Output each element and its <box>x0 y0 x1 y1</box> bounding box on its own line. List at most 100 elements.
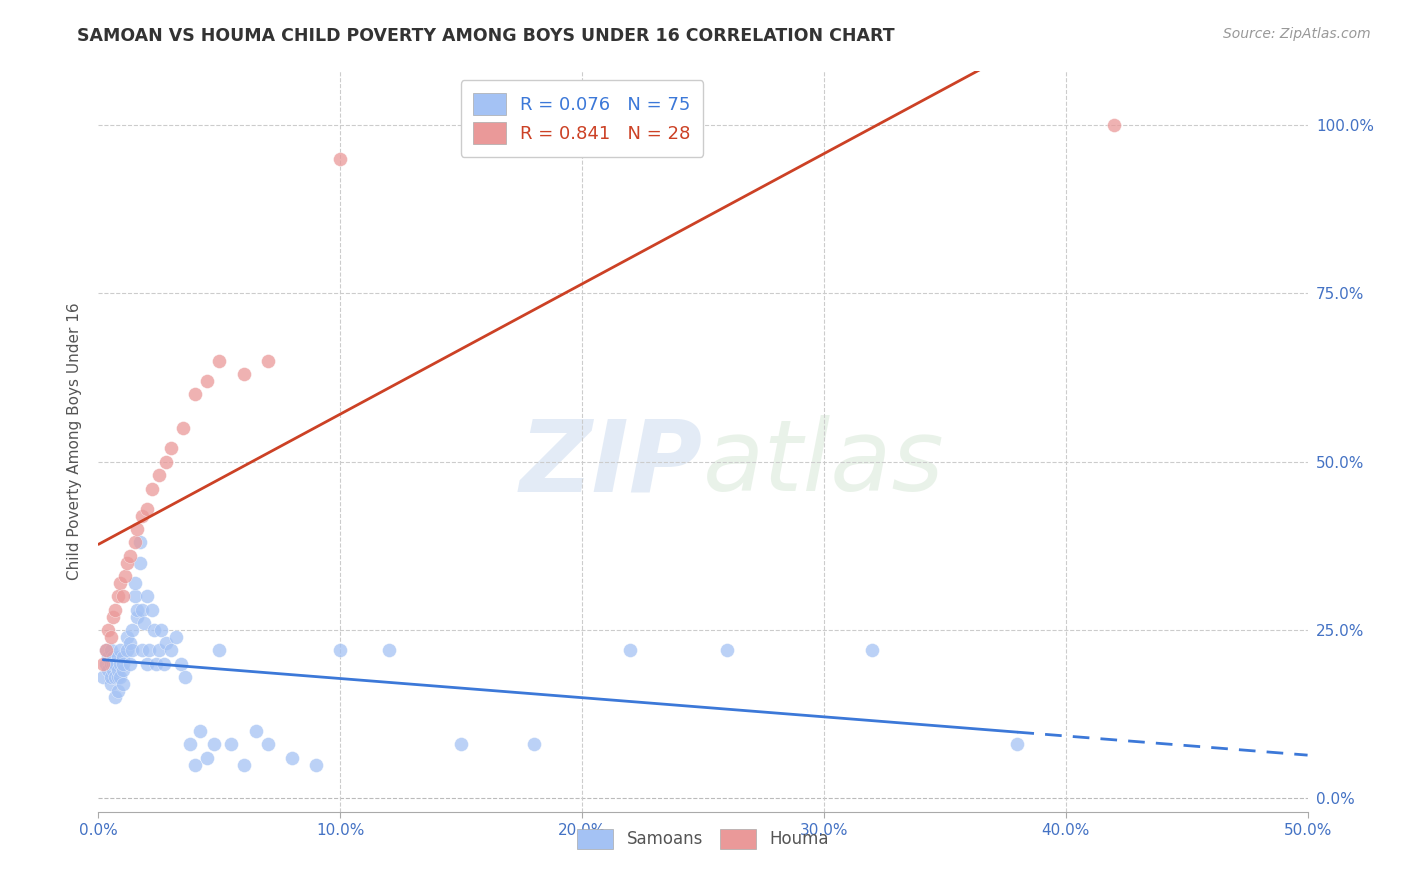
Point <box>377 643 399 657</box>
Point <box>118 549 141 563</box>
Point <box>94 643 117 657</box>
Point <box>256 353 278 368</box>
Point <box>101 657 124 671</box>
Point <box>107 664 129 678</box>
Point <box>619 643 641 657</box>
Point <box>329 643 352 657</box>
Point <box>101 609 124 624</box>
Point <box>108 657 131 671</box>
Point <box>127 603 149 617</box>
Point <box>716 643 738 657</box>
Point <box>138 643 160 657</box>
Point <box>165 630 187 644</box>
Point <box>124 535 146 549</box>
Point <box>107 590 129 604</box>
Point <box>172 421 194 435</box>
Point <box>305 757 328 772</box>
Point <box>108 670 131 684</box>
Point <box>101 664 124 678</box>
Point <box>208 643 231 657</box>
Point <box>117 630 139 644</box>
Point <box>100 630 122 644</box>
Point <box>124 590 146 604</box>
Point <box>121 643 143 657</box>
Point <box>108 575 131 590</box>
Point <box>208 353 231 368</box>
Point <box>111 677 134 691</box>
Point <box>91 670 114 684</box>
Legend: Samoans, Houma: Samoans, Houma <box>569 822 837 855</box>
Point <box>145 657 167 671</box>
Point <box>107 683 129 698</box>
Point <box>94 643 117 657</box>
Point <box>179 738 201 752</box>
Point <box>104 603 127 617</box>
Point <box>143 623 166 637</box>
Point <box>245 723 267 738</box>
Point <box>232 368 254 382</box>
Point <box>111 590 134 604</box>
Point <box>148 468 170 483</box>
Point <box>97 664 120 678</box>
Point <box>104 670 127 684</box>
Point <box>141 482 163 496</box>
Point <box>150 623 173 637</box>
Point <box>160 442 183 456</box>
Y-axis label: Child Poverty Among Boys Under 16: Child Poverty Among Boys Under 16 <box>67 302 83 581</box>
Point <box>169 657 191 671</box>
Point <box>104 657 127 671</box>
Point <box>97 623 120 637</box>
Point <box>107 670 129 684</box>
Point <box>111 649 134 664</box>
Point <box>135 590 157 604</box>
Point <box>100 643 122 657</box>
Point <box>100 670 122 684</box>
Point <box>111 664 134 678</box>
Point <box>131 603 153 617</box>
Point <box>329 152 352 166</box>
Point <box>204 738 226 752</box>
Point <box>860 643 883 657</box>
Point <box>127 609 149 624</box>
Point <box>100 657 122 671</box>
Point <box>195 751 218 765</box>
Point <box>134 616 156 631</box>
Point <box>155 636 177 650</box>
Point <box>117 643 139 657</box>
Point <box>97 649 120 664</box>
Point <box>148 643 170 657</box>
Point <box>128 556 150 570</box>
Point <box>91 657 114 671</box>
Point <box>141 603 163 617</box>
Point <box>1007 738 1029 752</box>
Text: ZIP: ZIP <box>520 416 703 512</box>
Point <box>195 374 218 388</box>
Point <box>117 556 139 570</box>
Point <box>256 738 278 752</box>
Point <box>104 690 127 705</box>
Point <box>281 751 304 765</box>
Point <box>152 657 174 671</box>
Point <box>131 643 153 657</box>
Point <box>100 677 122 691</box>
Point <box>188 723 211 738</box>
Point <box>94 657 117 671</box>
Point <box>107 649 129 664</box>
Point <box>108 643 131 657</box>
Point <box>118 636 141 650</box>
Point <box>184 757 207 772</box>
Point <box>128 535 150 549</box>
Point <box>160 643 183 657</box>
Text: Source: ZipAtlas.com: Source: ZipAtlas.com <box>1223 27 1371 41</box>
Point <box>232 757 254 772</box>
Point <box>111 657 134 671</box>
Point <box>184 387 207 401</box>
Text: atlas: atlas <box>703 416 945 512</box>
Point <box>135 501 157 516</box>
Point <box>221 738 243 752</box>
Point <box>174 670 197 684</box>
Point <box>127 522 149 536</box>
Point <box>135 657 157 671</box>
Point <box>114 569 136 583</box>
Point <box>131 508 153 523</box>
